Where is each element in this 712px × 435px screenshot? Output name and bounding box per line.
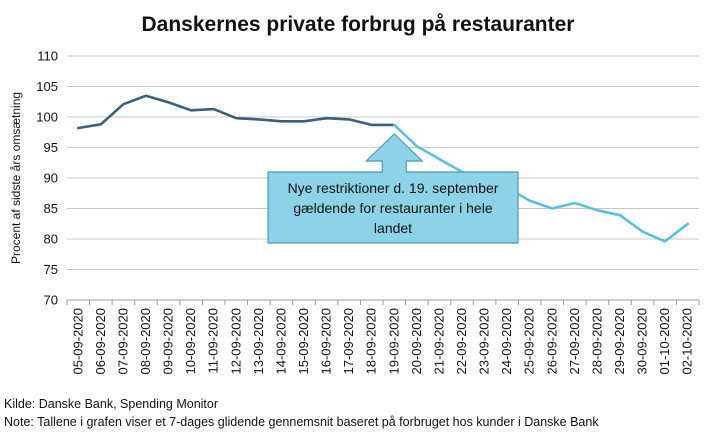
x-tick-label: 22-09-2020 [454, 308, 469, 375]
x-tick-label: 13-09-2020 [251, 308, 266, 375]
callout-shape [267, 133, 519, 244]
x-tick-label: 25-09-2020 [522, 308, 537, 375]
chart-title: Danskernes private forbrug på restaurant… [142, 13, 575, 36]
x-tick-label: 16-09-2020 [319, 308, 334, 375]
y-tick-label: 95 [44, 140, 58, 155]
y-tick-label: 85 [44, 201, 58, 216]
x-tick-label: 11-09-2020 [206, 308, 221, 374]
x-tick-label: 24-09-2020 [499, 308, 514, 375]
x-tick-label: 19-09-2020 [386, 308, 401, 375]
annotation-callout: Nye restriktioner d. 19. september gælden… [267, 133, 519, 244]
y-tick-label: 80 [44, 232, 58, 247]
y-tick-label: 75 [44, 262, 58, 277]
x-tick-label: 17-09-2020 [341, 308, 356, 375]
y-tick-label: 90 [44, 171, 58, 186]
x-tick-label: 18-09-2020 [364, 308, 379, 375]
x-tick-label: 10-09-2020 [183, 308, 198, 375]
series-line-1 [77, 94, 396, 130]
x-tick-label: 23-09-2020 [477, 308, 492, 375]
x-tick-label: 01-10-2020 [657, 308, 672, 375]
y-axis-label: Procent af sidste års omsætning [9, 92, 23, 264]
x-tick-label: 07-09-2020 [115, 308, 130, 375]
y-tick-label: 105 [36, 79, 58, 94]
x-tick-label: 08-09-2020 [138, 308, 153, 375]
footer-note: Note: Tallene i grafen viser et 7-dages … [4, 415, 599, 429]
callout-text-line: landet [374, 220, 412, 236]
y-tick-label: 100 [36, 110, 58, 125]
x-tick-label: 06-09-2020 [93, 308, 108, 375]
x-tick-label: 28-09-2020 [589, 308, 604, 375]
x-tick-label: 27-09-2020 [567, 308, 582, 375]
x-tick-label: 12-09-2020 [228, 308, 243, 375]
y-tick-label: 70 [44, 293, 58, 308]
x-tick-label: 02-10-2020 [680, 308, 695, 375]
callout-text-line: gældende for restauranter i hele [293, 200, 492, 216]
y-tick-label: 110 [37, 49, 58, 64]
x-tick-label: 09-09-2020 [161, 308, 176, 375]
x-tick-label: 29-09-2020 [612, 308, 627, 375]
series-lines [77, 94, 690, 243]
x-tick-label: 05-09-2020 [70, 308, 85, 375]
x-tick-label: 20-09-2020 [409, 308, 424, 375]
x-tick-label: 21-09-2020 [431, 308, 446, 375]
footer-source: Kilde: Danske Bank, Spending Monitor [4, 397, 219, 411]
series-line-2 [392, 123, 690, 243]
x-tick-label: 30-09-2020 [635, 308, 650, 375]
x-tick-label: 26-09-2020 [544, 308, 559, 375]
callout-text-line: Nye restriktioner d. 19. september [288, 180, 499, 196]
axes: 70 75 80 85 90 95 100 105 110 05-09-2020 06-09-202… [36, 49, 700, 375]
x-tick-label: 15-09-2020 [296, 308, 311, 375]
x-tick-label: 14-09-2020 [273, 308, 288, 375]
